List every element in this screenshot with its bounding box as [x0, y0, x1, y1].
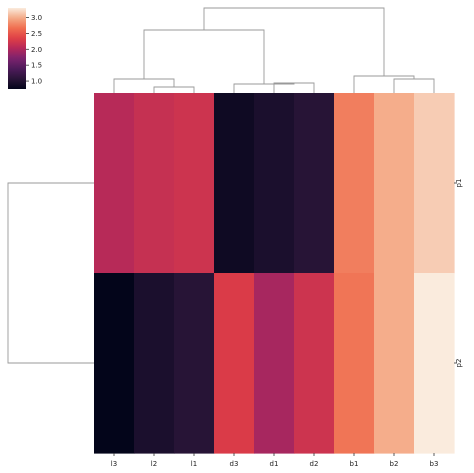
dendrogram-link: [7, 182, 94, 364]
heatmap-cell: [254, 273, 295, 454]
x-tick-label: l3: [111, 460, 117, 468]
x-tick-label: d2: [310, 460, 319, 468]
dendrogram-link: [143, 29, 265, 84]
x-tick-label: b3: [430, 460, 439, 468]
x-tick-label: b1: [350, 460, 359, 468]
heatmap-cell: [334, 93, 375, 274]
heatmap-cell: [294, 273, 335, 454]
dendrogram-link: [153, 86, 195, 93]
dendrogram-link: [203, 7, 385, 76]
y-tick-label: p2: [455, 359, 463, 368]
colorbar-tick-label: 2.0: [31, 46, 42, 54]
y-tick-labels: p1 p2: [454, 179, 463, 368]
heatmap-cell: [414, 93, 455, 274]
y-tick-label: p1: [455, 179, 463, 188]
heatmap-cell: [94, 93, 135, 274]
x-tick-labels: l3 l2 l1 d3 d1 d2 b1 b2 b3: [111, 453, 439, 468]
heatmap-cell: [174, 93, 215, 274]
colorbar-tick-label: 3.0: [31, 14, 42, 22]
x-tick-label: b2: [390, 460, 399, 468]
x-tick-label: d1: [270, 460, 279, 468]
dendrogram-link: [273, 82, 315, 93]
dendrogram-link: [113, 78, 175, 93]
heatmap-cell: [294, 93, 335, 274]
dendrogram-link: [233, 83, 295, 93]
colorbar-ticks: 1.0 1.5 2.0 2.5 3.0: [26, 14, 42, 86]
heatmap-cell: [134, 93, 175, 274]
colorbar: [8, 8, 26, 89]
heatmap-cell: [94, 273, 135, 454]
heatmap-cell: [374, 273, 415, 454]
colorbar-tick-label: 1.0: [31, 78, 42, 86]
heatmap-cell: [214, 93, 255, 274]
colorbar-tick-label: 1.5: [31, 62, 42, 70]
x-tick-label: d3: [230, 460, 239, 468]
heatmap-cell: [134, 273, 175, 454]
x-tick-label: l2: [151, 460, 157, 468]
row-dendrogram: [7, 182, 94, 364]
colorbar-tick-label: 2.5: [31, 30, 42, 38]
heatmap-cell: [254, 93, 295, 274]
heatmap-cell: [174, 273, 215, 454]
heatmap-cell: [414, 273, 455, 454]
heatmap-cells: [94, 93, 455, 454]
heatmap-cell: [374, 93, 415, 274]
heatmap-cell: [334, 273, 375, 454]
dendrogram-link: [393, 78, 435, 93]
heatmap-cell: [214, 273, 255, 454]
x-tick-label: l1: [191, 460, 197, 468]
column-dendrogram: [113, 7, 435, 93]
